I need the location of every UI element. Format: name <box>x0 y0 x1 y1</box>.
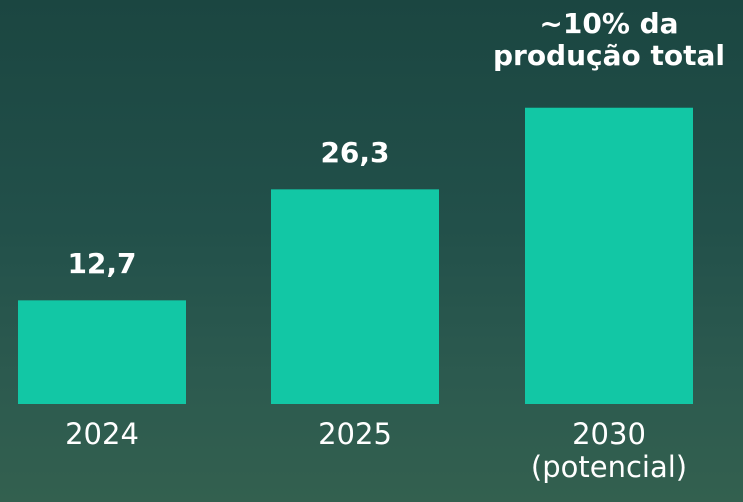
value-label: 26,3 <box>320 136 390 170</box>
x-tick-label: 2024 <box>65 417 139 451</box>
x-tick-label: 2025 <box>318 417 392 451</box>
value-label: 12,7 <box>67 247 137 281</box>
bar <box>18 300 186 404</box>
x-tick-label: 2030 (potencial) <box>530 417 688 485</box>
bar <box>271 189 439 404</box>
annotation: ~10% da produção total <box>492 6 726 72</box>
bar <box>525 107 693 404</box>
